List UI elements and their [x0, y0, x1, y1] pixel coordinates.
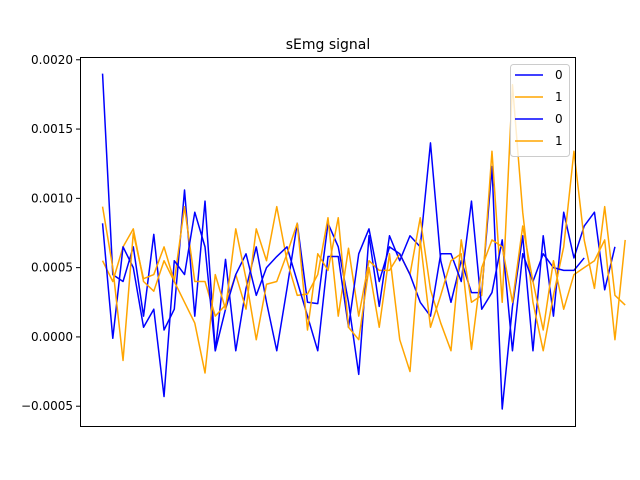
legend-label-2: 0	[555, 112, 563, 126]
legend-box	[510, 64, 570, 157]
y-tick-label: 0.0010	[31, 191, 73, 205]
plot-frame	[80, 57, 576, 427]
y-tick-label: 0.0020	[31, 53, 73, 67]
series-lines	[101, 73, 626, 410]
legend-label-0: 0	[555, 68, 563, 82]
y-tick-label: 0.0000	[31, 330, 73, 344]
legend-label-1: 1	[555, 90, 563, 104]
chart-title: sEmg signal	[286, 37, 371, 53]
y-tick-label: 0.0015	[31, 122, 73, 136]
legend: 0 1 0 1	[510, 64, 570, 157]
series-line-3	[101, 206, 626, 374]
y-axis: −0.0005 0.0000 0.0005 0.0010 0.0015 0.0020	[21, 53, 80, 413]
y-tick-label: 0.0005	[31, 261, 73, 275]
y-tick-label: −0.0005	[21, 399, 73, 413]
legend-label-3: 1	[555, 134, 563, 148]
